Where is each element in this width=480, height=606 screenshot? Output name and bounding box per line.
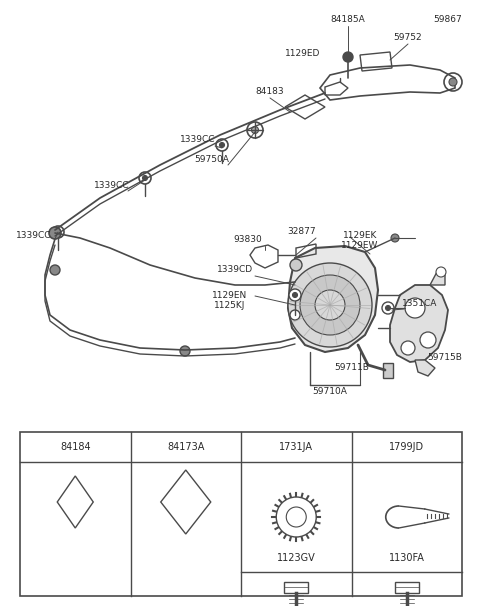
Text: 59752: 59752 [394, 33, 422, 42]
Text: 1129EK: 1129EK [343, 230, 377, 239]
Polygon shape [383, 363, 393, 378]
Circle shape [391, 234, 399, 242]
Text: 84185A: 84185A [331, 16, 365, 24]
Text: 1339CC: 1339CC [180, 136, 216, 144]
Circle shape [292, 293, 298, 298]
Text: 1129EN: 1129EN [212, 290, 248, 299]
Circle shape [290, 259, 302, 271]
Polygon shape [390, 285, 448, 362]
Text: 1130FA: 1130FA [389, 553, 425, 563]
Circle shape [52, 226, 64, 238]
Text: 1339CD: 1339CD [217, 265, 253, 275]
Bar [20, 432, 462, 596]
Text: 1799JD: 1799JD [389, 442, 424, 452]
Text: 59750A: 59750A [194, 155, 229, 164]
Text: 59710A: 59710A [312, 387, 348, 396]
Polygon shape [415, 360, 435, 376]
Bar [284, 582, 308, 593]
Circle shape [219, 142, 225, 147]
Circle shape [216, 139, 228, 151]
Text: 59711B: 59711B [335, 364, 370, 373]
Circle shape [343, 52, 353, 62]
Text: 1125KJ: 1125KJ [214, 301, 246, 310]
Circle shape [139, 172, 151, 184]
Text: 1129EW: 1129EW [341, 241, 379, 250]
Circle shape [289, 289, 301, 301]
Circle shape [405, 298, 425, 318]
Text: 32877: 32877 [288, 227, 316, 236]
Text: 59867: 59867 [433, 16, 462, 24]
Circle shape [401, 341, 415, 355]
Circle shape [382, 302, 394, 314]
Circle shape [49, 227, 61, 239]
Text: 1339CC: 1339CC [94, 181, 130, 190]
Circle shape [290, 310, 300, 320]
Circle shape [385, 305, 391, 310]
Circle shape [143, 176, 147, 181]
Circle shape [300, 275, 360, 335]
Polygon shape [430, 270, 445, 285]
Text: 1731JA: 1731JA [279, 442, 313, 452]
Bar [395, 582, 419, 593]
Text: 84183: 84183 [256, 87, 284, 96]
Text: 59715B: 59715B [428, 353, 462, 362]
Text: 1339CC: 1339CC [16, 230, 52, 239]
Circle shape [56, 230, 60, 235]
Circle shape [50, 265, 60, 275]
Text: 84173A: 84173A [167, 442, 204, 452]
Circle shape [436, 267, 446, 277]
Text: 84184: 84184 [60, 442, 91, 452]
Circle shape [247, 122, 263, 138]
Circle shape [180, 346, 190, 356]
Text: 1129ED: 1129ED [285, 50, 321, 59]
Circle shape [420, 332, 436, 348]
Polygon shape [288, 246, 378, 352]
Circle shape [288, 263, 372, 347]
Text: 93830: 93830 [234, 236, 263, 244]
Circle shape [252, 127, 259, 133]
Text: 1123GV: 1123GV [277, 553, 316, 563]
Text: 1351CA: 1351CA [402, 299, 438, 307]
Circle shape [315, 290, 345, 320]
Circle shape [449, 78, 457, 86]
